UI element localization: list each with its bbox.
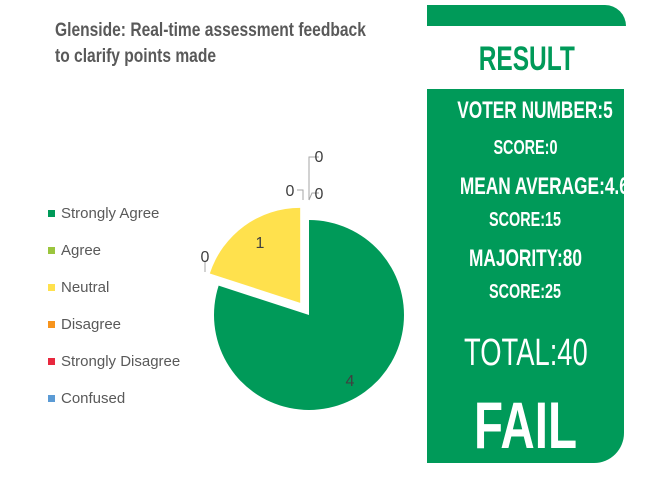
legend-label: Disagree	[61, 315, 122, 333]
leader-line	[297, 189, 304, 200]
result-heading: RESULT	[427, 40, 626, 79]
chart-title: Glenside: Real-time assessment feedback …	[55, 18, 366, 70]
data-label-disagree: 0	[286, 183, 295, 200]
result-top-bar	[427, 5, 626, 26]
total: TOTAL:40	[463, 332, 588, 374]
legend-swatch	[48, 283, 55, 291]
legend-item-strongly-disagree: Strongly Disagree	[48, 351, 180, 371]
result-heading-text: RESULT	[478, 40, 575, 78]
data-label-confused: 0	[315, 186, 324, 203]
data-label-strongly-disagree: 0	[315, 149, 324, 166]
title-line: to clarify points made	[55, 46, 217, 67]
legend-swatch	[48, 394, 55, 402]
title-line: Glenside: Real-time assessment feedback	[55, 20, 366, 41]
legend-label: Confused	[61, 389, 126, 407]
score-2: SCORE:15	[489, 209, 562, 231]
legend-swatch	[48, 357, 55, 365]
leader-line	[308, 192, 319, 201]
legend-swatch	[48, 320, 55, 328]
score-1: SCORE:0	[493, 137, 558, 159]
legend-label: Strongly Agree	[61, 204, 160, 222]
data-label-strongly-agree: 4	[346, 373, 355, 390]
legend-item-disagree: Disagree	[48, 314, 121, 334]
leader-line	[308, 156, 319, 200]
pie-slice-neutral	[209, 207, 301, 303]
data-label-agree: 0	[201, 249, 210, 266]
score-3: SCORE:25	[489, 281, 562, 303]
data-label-neutral: 1	[256, 235, 265, 252]
legend-item-agree: Agree	[48, 240, 101, 260]
legend-label: Neutral	[61, 278, 110, 296]
voter-number: VOTER NUMBER:5	[457, 97, 613, 124]
mean-average: MEAN AVERAGE:4.6	[459, 173, 629, 200]
majority: MAJORITY:80	[469, 245, 582, 272]
legend-item-confused: Confused	[48, 388, 125, 408]
legend-item-neutral: Neutral	[48, 277, 109, 297]
legend-swatch	[48, 246, 55, 254]
legend-swatch	[48, 209, 55, 217]
verdict: FAIL	[474, 388, 577, 462]
legend-label: Strongly Disagree	[61, 352, 181, 370]
legend-item-strongly-agree: Strongly Agree	[48, 203, 159, 223]
legend-label: Agree	[61, 241, 102, 259]
pie-slice-strongly-agree	[213, 220, 404, 410]
result-panel: VOTER NUMBER:5 SCORE:0 MEAN AVERAGE:4.6 …	[427, 89, 629, 463]
